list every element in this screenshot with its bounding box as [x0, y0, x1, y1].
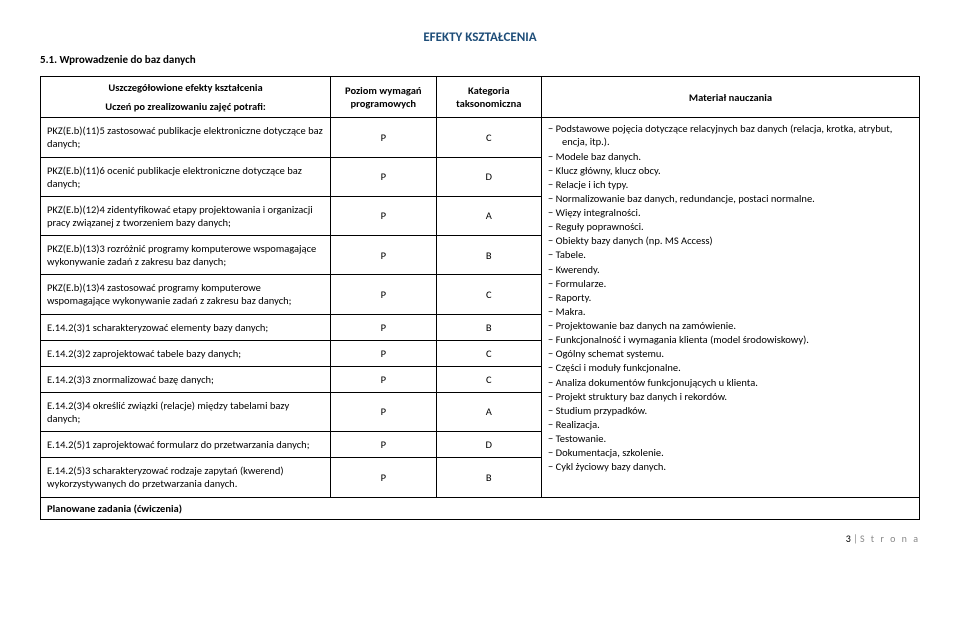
- header-material: Materiał nauczania: [542, 77, 920, 118]
- category-cell: C: [436, 366, 541, 392]
- material-item: Relacje i ich typy.: [562, 178, 913, 191]
- level-cell: P: [331, 314, 436, 340]
- header-category: Kategoria taksonomiczna: [436, 77, 541, 118]
- effect-cell: PKZ(E.b)(13)3 rozróżnić programy kompute…: [41, 236, 331, 275]
- effect-cell: PKZ(E.b)(12)4 zidentyfikować etapy proje…: [41, 196, 331, 235]
- category-cell: C: [436, 275, 541, 314]
- effect-cell: E.14.2(3)1 scharakteryzować elementy baz…: [41, 314, 331, 340]
- category-cell: B: [436, 236, 541, 275]
- planned-tasks-row: Planowane zadania (ćwiczenia): [41, 497, 920, 519]
- category-cell: D: [436, 432, 541, 458]
- document-title: EFEKTY KSZTAŁCENIA: [40, 30, 920, 45]
- material-item: Normalizowanie baz danych, redundancje, …: [562, 192, 913, 205]
- table-header-row: Uszczegółowione efekty kształcenia Uczeń…: [41, 77, 920, 118]
- header-effects-bot: Uczeń po zrealizowaniu zajęć potrafi:: [47, 100, 324, 113]
- level-cell: P: [331, 340, 436, 366]
- category-cell: B: [436, 314, 541, 340]
- material-item: Projektowanie baz danych na zamówienie.: [562, 319, 913, 332]
- category-cell: A: [436, 392, 541, 431]
- material-item: Więzy integralności.: [562, 206, 913, 219]
- category-cell: C: [436, 118, 541, 157]
- section-title: 5.1. Wprowadzenie do baz danych: [40, 53, 920, 66]
- effect-cell: E.14.2(5)3 scharakteryzować rodzaje zapy…: [41, 458, 331, 497]
- level-cell: P: [331, 196, 436, 235]
- material-item: Podstawowe pojęcia dotyczące relacyjnych…: [562, 122, 913, 148]
- header-effects-top: Uszczegółowione efekty kształcenia: [47, 81, 324, 94]
- material-item: Kwerendy.: [562, 263, 913, 276]
- level-cell: P: [331, 118, 436, 157]
- material-item: Formularze.: [562, 277, 913, 290]
- material-item: Testowanie.: [562, 432, 913, 445]
- table-row: PKZ(E.b)(11)5 zastosować publikacje elek…: [41, 118, 920, 157]
- effect-cell: PKZ(E.b)(13)4 zastosować programy komput…: [41, 275, 331, 314]
- level-cell: P: [331, 432, 436, 458]
- material-item: Reguły poprawności.: [562, 220, 913, 233]
- header-level: Poziom wymagań programowych: [331, 77, 436, 118]
- material-item: Makra.: [562, 305, 913, 318]
- material-item: Realizacja.: [562, 418, 913, 431]
- level-cell: P: [331, 458, 436, 497]
- level-cell: P: [331, 275, 436, 314]
- material-item: Cykl życiowy bazy danych.: [562, 460, 913, 473]
- material-item: Analiza dokumentów funkcjonujących u kli…: [562, 376, 913, 389]
- category-cell: B: [436, 458, 541, 497]
- material-item: Projekt struktury baz danych i rekordów.: [562, 390, 913, 403]
- effect-cell: E.14.2(3)4 określić związki (relacje) mi…: [41, 392, 331, 431]
- effect-cell: PKZ(E.b)(11)5 zastosować publikacje elek…: [41, 118, 331, 157]
- material-item: Raporty.: [562, 291, 913, 304]
- level-cell: P: [331, 366, 436, 392]
- effect-cell: E.14.2(3)2 zaprojektować tabele bazy dan…: [41, 340, 331, 366]
- level-cell: P: [331, 392, 436, 431]
- header-effects: Uszczegółowione efekty kształcenia Uczeń…: [41, 77, 331, 118]
- effect-cell: E.14.2(3)3 znormalizować bazę danych;: [41, 366, 331, 392]
- material-item: Funkcjonalność i wymagania klienta (mode…: [562, 333, 913, 346]
- category-cell: A: [436, 196, 541, 235]
- material-cell: Podstawowe pojęcia dotyczące relacyjnych…: [542, 118, 920, 497]
- page-separator: |: [853, 532, 860, 545]
- effect-cell: E.14.2(5)1 zaprojektować formularz do pr…: [41, 432, 331, 458]
- material-item: Ogólny schemat systemu.: [562, 347, 913, 360]
- material-item: Części i moduły funkcjonalne.: [562, 361, 913, 374]
- material-item: Klucz główny, klucz obcy.: [562, 164, 913, 177]
- level-cell: P: [331, 236, 436, 275]
- page-footer: 3 | S t r o n a: [40, 532, 920, 545]
- material-item: Obiekty bazy danych (np. MS Access): [562, 234, 913, 247]
- effect-cell: PKZ(E.b)(11)6 ocenić publikacje elektron…: [41, 157, 331, 196]
- page-word: S t r o n a: [860, 532, 920, 545]
- material-item: Tabele.: [562, 248, 913, 261]
- category-cell: D: [436, 157, 541, 196]
- effects-table: Uszczegółowione efekty kształcenia Uczeń…: [40, 76, 920, 520]
- planned-tasks-cell: Planowane zadania (ćwiczenia): [41, 497, 920, 519]
- page-number: 3: [846, 532, 851, 545]
- category-cell: C: [436, 340, 541, 366]
- material-list: Podstawowe pojęcia dotyczące relacyjnych…: [548, 122, 913, 473]
- material-item: Studium przypadków.: [562, 404, 913, 417]
- material-item: Dokumentacja, szkolenie.: [562, 446, 913, 459]
- level-cell: P: [331, 157, 436, 196]
- material-item: Modele baz danych.: [562, 150, 913, 163]
